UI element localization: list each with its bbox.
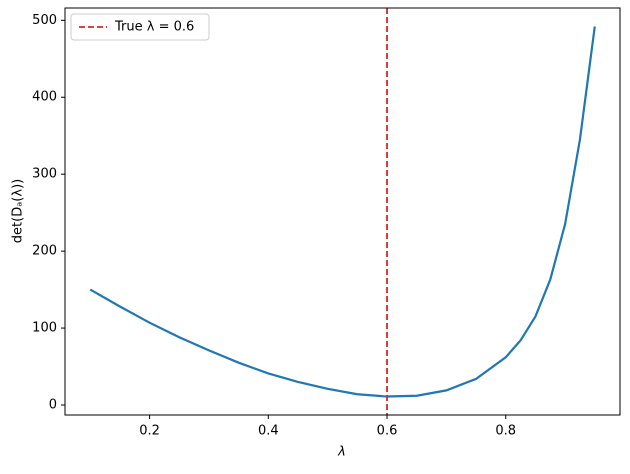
x-tick-label: 0.2 xyxy=(139,424,160,439)
data-line xyxy=(89,26,596,398)
y-tick-label: 500 xyxy=(32,13,57,28)
y-axis-label: det(Dₐ(λ)) xyxy=(11,179,26,243)
x-axis-label: λ xyxy=(337,445,346,460)
y-tick-label: 300 xyxy=(32,167,57,182)
x-tick-label: 0.8 xyxy=(495,424,516,439)
legend-box xyxy=(70,13,210,41)
y-tick-label: 200 xyxy=(32,244,57,259)
x-tick-label: 0.6 xyxy=(377,424,398,439)
y-tick-label: 100 xyxy=(32,321,57,336)
legend-label: True λ = 0.6 xyxy=(114,20,194,35)
x-tick-label: 0.4 xyxy=(258,424,279,439)
y-tick-label: 400 xyxy=(32,90,57,105)
plot-frame xyxy=(64,7,621,416)
y-tick-label: 0 xyxy=(49,397,57,412)
